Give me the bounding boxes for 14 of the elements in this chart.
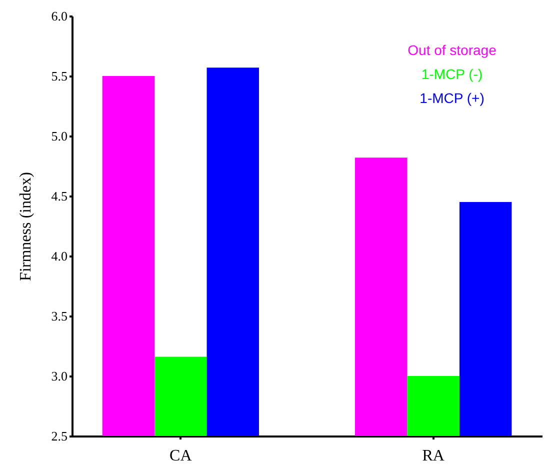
x-tick-label: RA (422, 448, 445, 464)
text: 1-MCP (-) (421, 66, 483, 82)
text: Out of storage (408, 42, 497, 58)
y-axis-title: Firmness (index) (17, 172, 34, 281)
y-tick-label: 3.5 (51, 308, 68, 324)
y-tick-label: 2.5 (51, 428, 68, 444)
y-tick-label: 4.5 (51, 188, 68, 204)
y-tick-label: 3.0 (51, 368, 68, 384)
y-tick-label: 6.0 (51, 8, 68, 24)
text: 1-MCP (+) (420, 90, 484, 106)
y-tick-label: 4.0 (51, 248, 68, 264)
x-tick-label: CA (170, 448, 192, 464)
y-tick-label: 5.5 (51, 68, 68, 84)
y-tick-label: 5.0 (51, 128, 68, 144)
